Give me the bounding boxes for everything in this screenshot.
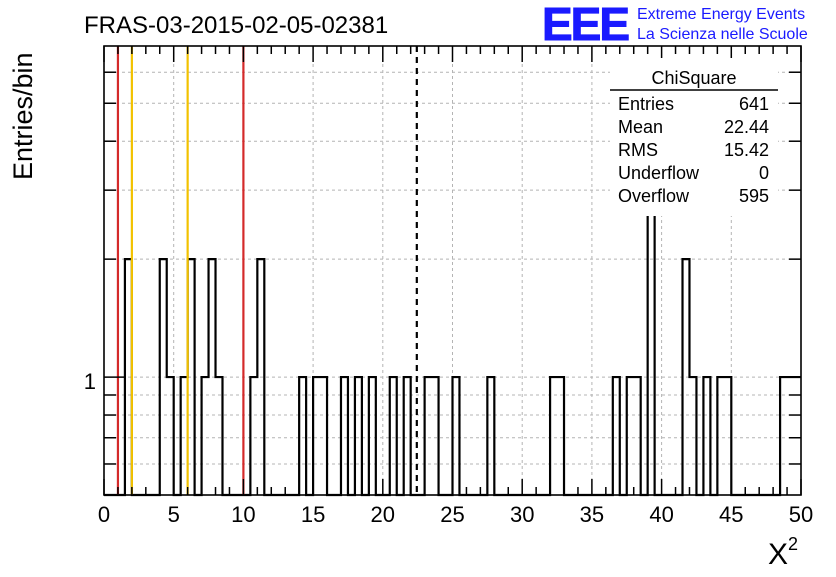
x-tick-label: 20 [371,502,395,527]
x-tick-label: 25 [440,502,464,527]
x-tick-label: 50 [789,502,813,527]
histogram-bin [557,377,564,495]
x-axis-label-base: X [768,538,788,571]
stats-row-value: 15.42 [724,140,769,160]
histogram-bin [717,377,724,495]
stats-row-label: Underflow [618,163,700,183]
stats-row-label: RMS [618,140,658,160]
histogram-bin [627,377,634,495]
x-tick-label: 10 [231,502,255,527]
stats-box-background [610,58,778,216]
x-tick-label: 40 [649,502,673,527]
histogram-bin [167,377,174,495]
x-axis-label: X2 [768,534,798,571]
axis-ticks: 0 5 10 15 20 25 30 35 40 45 50 [98,46,813,527]
histogram-bin [209,259,216,495]
histogram-bin [250,377,257,495]
eee-logo: EEE Extreme Energy Events La Scienza nel… [542,0,808,51]
histogram-bin [780,377,787,495]
x-tick-label: 35 [580,502,604,527]
histogram-bin [355,377,362,495]
stats-row-value: 22.44 [724,117,769,137]
plot-frame [103,45,802,496]
y-axis-label: Entries/bin [8,52,38,180]
histogram-bin [425,377,432,495]
histogram-bin [550,377,557,495]
histogram-bin [453,377,460,495]
x-tick-label: 30 [510,502,534,527]
histogram-bin [160,259,167,495]
stats-box-rows: Entries 641 Mean 22.44 RMS 15.42 Underflow 0 Ove… [618,94,769,206]
histogram-bin [613,377,620,495]
histogram-bin [369,377,376,495]
histogram-bin [724,377,731,495]
stats-row-value: 595 [739,186,769,206]
histogram-bin [634,377,641,495]
histogram-bin [487,377,494,495]
chart-title: FRAS-03-2015-02-05-02381 [84,12,388,39]
stats-box-title: ChiSquare [651,68,736,88]
stats-row-value: 641 [739,94,769,114]
x-tick-label: 15 [301,502,325,527]
y-tick-label: 1 [84,369,96,394]
histogram-bin [703,377,710,495]
histogram-bin [216,377,223,495]
marker-lines [116,46,418,495]
stats-row-label: Mean [618,117,663,137]
histogram-bin [390,377,397,495]
histogram-bin [257,259,264,495]
stats-box: ChiSquare Entries 641 Mean 22.44 RMS 15.42 Und… [610,58,778,216]
stats-row-label: Entries [618,94,674,114]
histogram-bin [313,377,320,495]
x-tick-label: 5 [168,502,180,527]
histogram-bin [202,377,209,495]
histogram-bin [320,377,327,495]
x-axis-label-superscript: 2 [788,534,798,554]
histogram-bin [689,377,696,495]
logo-mark: EEE [542,0,628,50]
x-tick-label: 0 [98,502,110,527]
histogram-bin [341,377,348,495]
logo-line-2: La Scienza nelle Scuole [637,26,808,43]
histogram-bin [299,377,306,495]
histogram-bin [404,377,411,495]
histogram-bin [683,259,690,495]
logo-line-1: Extreme Energy Events [637,6,805,23]
x-tick-label: 45 [719,502,743,527]
stats-row-label: Overflow [618,186,690,206]
stats-row-value: 0 [759,163,769,183]
histogram-bin [432,377,439,495]
